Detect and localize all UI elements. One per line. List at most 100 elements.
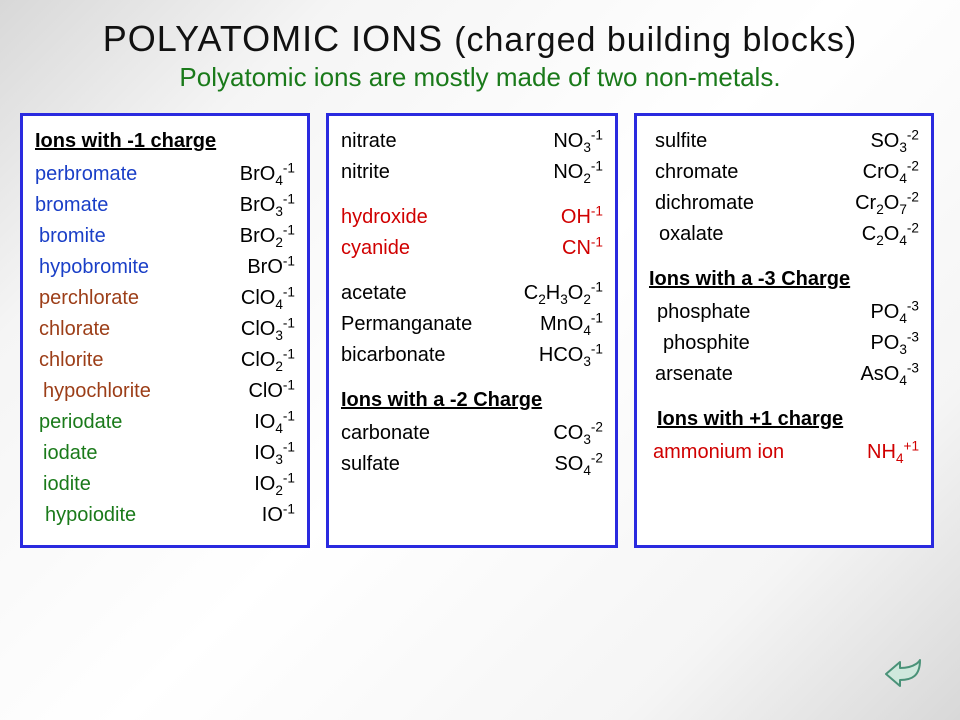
ion-row: phosphate PO4-3	[649, 297, 919, 328]
ion-name: carbonate	[341, 418, 430, 449]
ion-formula: NO2-1	[553, 157, 603, 188]
ion-formula: IO3-1	[254, 438, 295, 469]
ion-row: bromate BrO3-1	[35, 190, 295, 221]
panel-neg1: Ions with -1 charge perbromateBrO4-1brom…	[20, 113, 310, 548]
ion-name: bromite	[35, 221, 106, 252]
ion-row: sulfate SO4-2	[341, 449, 603, 480]
header-neg1: Ions with -1 charge	[35, 126, 295, 157]
ion-formula: AsO4-3	[860, 359, 919, 390]
title-strong: POLYATOMIC IONS	[103, 18, 443, 59]
ion-row: oxalate C2O4-2	[649, 219, 919, 250]
main-title: POLYATOMIC IONS (charged building blocks…	[20, 18, 940, 60]
ion-formula: NH4+1	[867, 437, 919, 468]
ion-name: Permanganate	[341, 309, 472, 340]
subtitle: Polyatomic ions are mostly made of two n…	[20, 62, 940, 93]
ion-formula: ClO4-1	[241, 283, 295, 314]
ion-row: phosphite PO3-3	[649, 328, 919, 359]
ion-formula: ClO3-1	[241, 314, 295, 345]
ion-formula: BrO4-1	[240, 159, 295, 190]
title-block: POLYATOMIC IONS (charged building blocks…	[0, 0, 960, 99]
ion-formula: C2O4-2	[862, 219, 919, 250]
col2-neg2: carbonate CO3-2 sulfate SO4-2	[341, 418, 603, 480]
ion-name: phosphate	[649, 297, 750, 328]
ion-name: cyanide	[341, 233, 410, 264]
ion-formula: MnO4-1	[540, 309, 603, 340]
ion-name: perbromate	[35, 159, 137, 190]
ion-formula: BrO-1	[247, 252, 295, 283]
ion-name: sulfite	[649, 126, 707, 157]
ion-formula: IO-1	[262, 500, 295, 531]
ion-row: sulfite SO3-2	[649, 126, 919, 157]
panel-middle: nitrateNO3-1nitriteNO2-1hydroxideOH-1cya…	[326, 113, 618, 548]
ion-row: hypochloriteClO-1	[35, 376, 295, 407]
ion-formula: NO3-1	[553, 126, 603, 157]
ion-formula: PO3-3	[870, 328, 919, 359]
ion-formula: CN-1	[562, 233, 603, 264]
col3-neg3: phosphate PO4-3 phosphite PO3-3 arsenate AsO4…	[649, 297, 919, 390]
ion-row: iodite IO2-1	[35, 469, 295, 500]
title-paren: (charged building blocks)	[454, 21, 857, 59]
ion-row: perbromate BrO4-1	[35, 159, 295, 190]
ion-formula: CrO4-2	[863, 157, 919, 188]
col1-list: perbromate BrO4-1 bromate BrO3-1 bromite BrO2…	[35, 159, 295, 531]
ion-row: perchlorateClO4-1	[35, 283, 295, 314]
ion-formula: IO4-1	[254, 407, 295, 438]
ion-formula: HCO3-1	[539, 340, 603, 371]
ion-row: nitrite NO2-1	[341, 157, 603, 188]
back-arrow-icon[interactable]	[868, 652, 924, 696]
header-neg2: Ions with a -2 Charge	[341, 385, 603, 416]
ion-name: acetate	[341, 278, 407, 309]
ion-name: hypoiodite	[35, 500, 136, 531]
ion-formula: ClO-1	[248, 376, 295, 407]
ion-row: chlorite ClO2-1	[35, 345, 295, 376]
ion-name: chlorite	[35, 345, 103, 376]
ion-formula: ClO2-1	[241, 345, 295, 376]
ion-row: chromate CrO4-2	[649, 157, 919, 188]
ion-name: bicarbonate	[341, 340, 446, 371]
ion-row: dichromate Cr2O7-2	[649, 188, 919, 219]
col3-neg2: sulfite SO3-2 chromate CrO4-2 dichromate Cr2O…	[649, 126, 919, 250]
ion-row: bicarbonate HCO3-1	[341, 340, 603, 371]
ion-row: arsenate AsO4-3	[649, 359, 919, 390]
ion-row: cyanide CN-1	[341, 233, 603, 264]
ion-row: chlorateClO3-1	[35, 314, 295, 345]
ion-formula: Cr2O7-2	[855, 188, 919, 219]
ion-formula: CO3-2	[553, 418, 603, 449]
ion-row: hypoiodite IO-1	[35, 500, 295, 531]
ion-formula: BrO2-1	[240, 221, 295, 252]
ion-name: hydroxide	[341, 202, 428, 233]
ion-name: sulfate	[341, 449, 400, 480]
ion-formula: SO3-2	[870, 126, 919, 157]
ion-name: hypobromite	[35, 252, 149, 283]
ion-formula: OH-1	[561, 202, 603, 233]
ion-name: dichromate	[649, 188, 754, 219]
ion-formula: PO4-3	[870, 297, 919, 328]
ion-name: bromate	[35, 190, 108, 221]
ion-name: chromate	[649, 157, 738, 188]
ion-formula: BrO3-1	[240, 190, 295, 221]
ion-name: arsenate	[649, 359, 733, 390]
ion-name: nitrate	[341, 126, 397, 157]
ion-name: oxalate	[649, 219, 724, 250]
ion-row: hypobromite BrO-1	[35, 252, 295, 283]
ion-row: Permanganate MnO4-1	[341, 309, 603, 340]
ion-name: iodate	[35, 438, 98, 469]
header-pos1: Ions with +1 charge	[657, 404, 919, 435]
ion-row: carbonate CO3-2	[341, 418, 603, 449]
ion-row: acetate C2H3O2-1	[341, 278, 603, 309]
ion-row: iodate IO3-1	[35, 438, 295, 469]
ion-row: ammonium ion NH4+1	[649, 437, 919, 468]
columns-container: Ions with -1 charge perbromateBrO4-1brom…	[0, 99, 960, 548]
col2-groups: nitrateNO3-1nitriteNO2-1hydroxideOH-1cya…	[341, 126, 603, 371]
ion-name: phosphite	[649, 328, 750, 359]
ion-name: ammonium ion	[649, 437, 784, 468]
ion-name: nitrite	[341, 157, 390, 188]
ion-formula: SO4-2	[554, 449, 603, 480]
ion-name: iodite	[35, 469, 91, 500]
ion-formula: IO2-1	[254, 469, 295, 500]
ion-row: bromite BrO2-1	[35, 221, 295, 252]
header-neg3: Ions with a -3 Charge	[649, 264, 919, 295]
ion-formula: C2H3O2-1	[524, 278, 603, 309]
ion-row: hydroxide OH-1	[341, 202, 603, 233]
ion-row: periodateIO4-1	[35, 407, 295, 438]
